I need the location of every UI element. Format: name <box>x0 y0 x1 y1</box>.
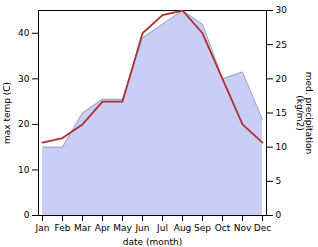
svg-text:Feb: Feb <box>55 223 71 233</box>
svg-text:10: 10 <box>18 165 30 175</box>
svg-text:5: 5 <box>276 176 282 186</box>
svg-text:med. precipitation(kg/m2): med. precipitation(kg/m2) <box>295 72 314 154</box>
svg-text:0: 0 <box>24 210 30 220</box>
svg-text:40: 40 <box>18 28 30 38</box>
svg-text:Jul: Jul <box>156 223 168 233</box>
svg-text:Aug: Aug <box>174 223 192 233</box>
svg-text:15: 15 <box>276 108 287 118</box>
svg-text:date (month): date (month) <box>123 237 182 247</box>
svg-text:0: 0 <box>276 210 282 220</box>
svg-text:Jan: Jan <box>35 223 50 233</box>
svg-text:30: 30 <box>276 5 288 15</box>
svg-text:20: 20 <box>276 74 288 84</box>
svg-text:Apr: Apr <box>95 223 111 233</box>
svg-text:10: 10 <box>276 142 288 152</box>
svg-text:Dec: Dec <box>254 223 271 233</box>
svg-text:max temp (C): max temp (C) <box>2 82 12 144</box>
svg-text:Sep: Sep <box>194 223 211 233</box>
svg-text:25: 25 <box>276 40 287 50</box>
svg-text:30: 30 <box>18 74 30 84</box>
svg-text:Mar: Mar <box>74 223 91 233</box>
svg-text:Oct: Oct <box>215 223 231 233</box>
svg-text:20: 20 <box>18 119 30 129</box>
svg-text:Jun: Jun <box>134 223 149 233</box>
svg-text:Nov: Nov <box>234 223 252 233</box>
svg-text:May: May <box>113 223 132 233</box>
